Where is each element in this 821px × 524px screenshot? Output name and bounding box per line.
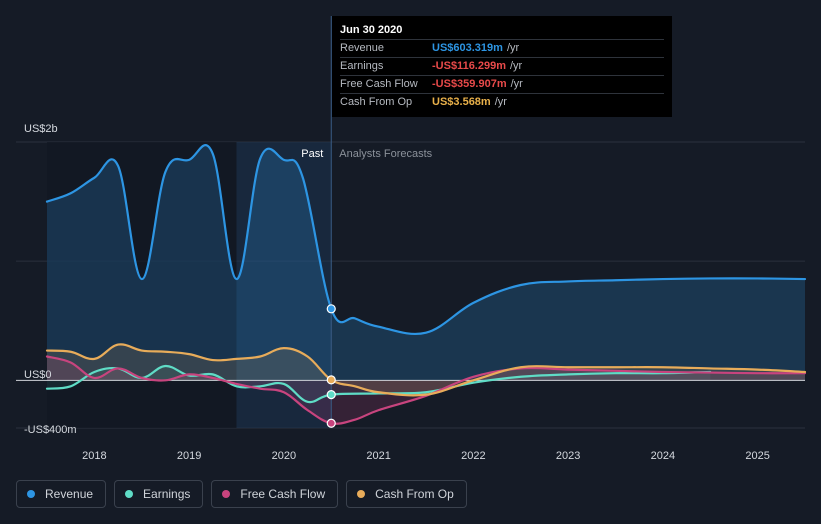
legend-item-earnings[interactable]: Earnings (114, 480, 204, 508)
tooltip: Jun 30 2020 Revenue US$603.319m /yr Earn… (332, 16, 672, 117)
tooltip-unit: /yr (494, 96, 507, 108)
tooltip-unit: /yr (506, 42, 520, 54)
legend-label: Free Cash Flow (240, 487, 326, 501)
past-label: Past (301, 148, 323, 160)
legend: Revenue Earnings Free Cash Flow Cash Fro… (16, 480, 467, 508)
legend-item-revenue[interactable]: Revenue (16, 480, 107, 508)
tooltip-label: Cash From Op (340, 96, 413, 108)
y-tick-label: US$2b (24, 123, 58, 135)
earnings-marker (326, 390, 336, 400)
legend-label: Earnings (143, 487, 191, 501)
x-tick-label: 2025 (745, 450, 769, 462)
legend-label: Cash From Op (375, 487, 454, 501)
legend-dot-icon (357, 490, 366, 498)
legend-dot-icon (125, 490, 134, 498)
x-tick-label: 2021 (366, 450, 390, 462)
legend-item-cash-from-op[interactable]: Cash From Op (346, 480, 467, 508)
cash-from-op-line (45, 343, 807, 397)
y-axis-labels: US$2b US$0 -US$400m (24, 123, 77, 436)
y-tick-label: -US$400m (24, 424, 77, 436)
tooltip-unit: /yr (510, 60, 523, 72)
x-tick-label: 2018 (82, 450, 106, 462)
x-tick-label: 2019 (177, 450, 201, 462)
x-tick-label: 2022 (461, 450, 485, 462)
tooltip-value: -US$116.299m (432, 60, 506, 72)
forecast-label: Analysts Forecasts (339, 148, 432, 160)
y-tick-label: US$0 (24, 369, 52, 381)
legend-item-free-cash-flow[interactable]: Free Cash Flow (211, 480, 339, 508)
tooltip-label: Free Cash Flow (340, 78, 418, 90)
x-tick-label: 2024 (651, 450, 675, 462)
tooltip-value: -US$359.907m (432, 78, 507, 90)
tooltip-row-free-cash-flow: Free Cash Flow -US$359.907m /yr (340, 75, 664, 93)
tooltip-row-cash-from-op: Cash From Op US$3.568m /yr (340, 93, 664, 111)
cash-from-op-marker (326, 375, 336, 385)
tooltip-row-earnings: Earnings -US$116.299m /yr (340, 57, 664, 75)
legend-dot-icon (222, 490, 231, 498)
tooltip-date: Jun 30 2020 (340, 24, 403, 36)
tooltip-value: US$3.568m (432, 96, 491, 108)
tooltip-value: US$603.319m (432, 42, 503, 54)
series-lines (45, 144, 807, 425)
x-axis-labels: 2018 2019 2020 2021 2022 2023 2024 2025 (82, 450, 770, 462)
revenue-line (45, 144, 807, 336)
cash-from-op-area (47, 344, 805, 396)
tooltip-label: Revenue (340, 42, 385, 54)
x-tick-label: 2023 (556, 450, 580, 462)
tooltip-label: Earnings (340, 60, 384, 72)
legend-label: Revenue (45, 487, 94, 501)
series-markers (326, 304, 336, 428)
free-cash-flow-line (45, 355, 807, 425)
legend-dot-icon (27, 490, 35, 498)
x-tick-label: 2020 (272, 450, 296, 462)
tooltip-row-revenue: Revenue US$603.319m /yr (340, 39, 664, 57)
tooltip-unit: /yr (510, 78, 523, 90)
revenue-marker (326, 304, 336, 314)
revenue-area (47, 145, 805, 381)
free-cash-flow-marker (326, 418, 336, 428)
